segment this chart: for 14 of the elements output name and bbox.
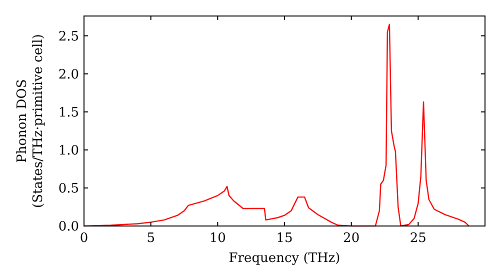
x-tick-label: 20 (343, 231, 360, 246)
x-tick-label: 25 (410, 231, 426, 246)
y-axis-title: Phonon DOS (States/THz·primitive cell) (15, 34, 46, 208)
x-tick-label: 0 (80, 231, 88, 246)
y-tick-label: 1.5 (58, 105, 79, 120)
x-tick-label: 10 (209, 231, 226, 246)
x-axis-title: Frequency (THz) (228, 251, 340, 266)
y-tick-label: 2.0 (58, 67, 79, 82)
y-tick-label: 1.0 (58, 143, 79, 158)
x-tick-label: 5 (146, 231, 155, 246)
y-tick-label: 0.5 (58, 181, 79, 196)
y-tick-label: 0.0 (58, 220, 79, 234)
x-tick-label: 15 (276, 231, 293, 246)
y-tick-label: 2.5 (58, 29, 79, 44)
